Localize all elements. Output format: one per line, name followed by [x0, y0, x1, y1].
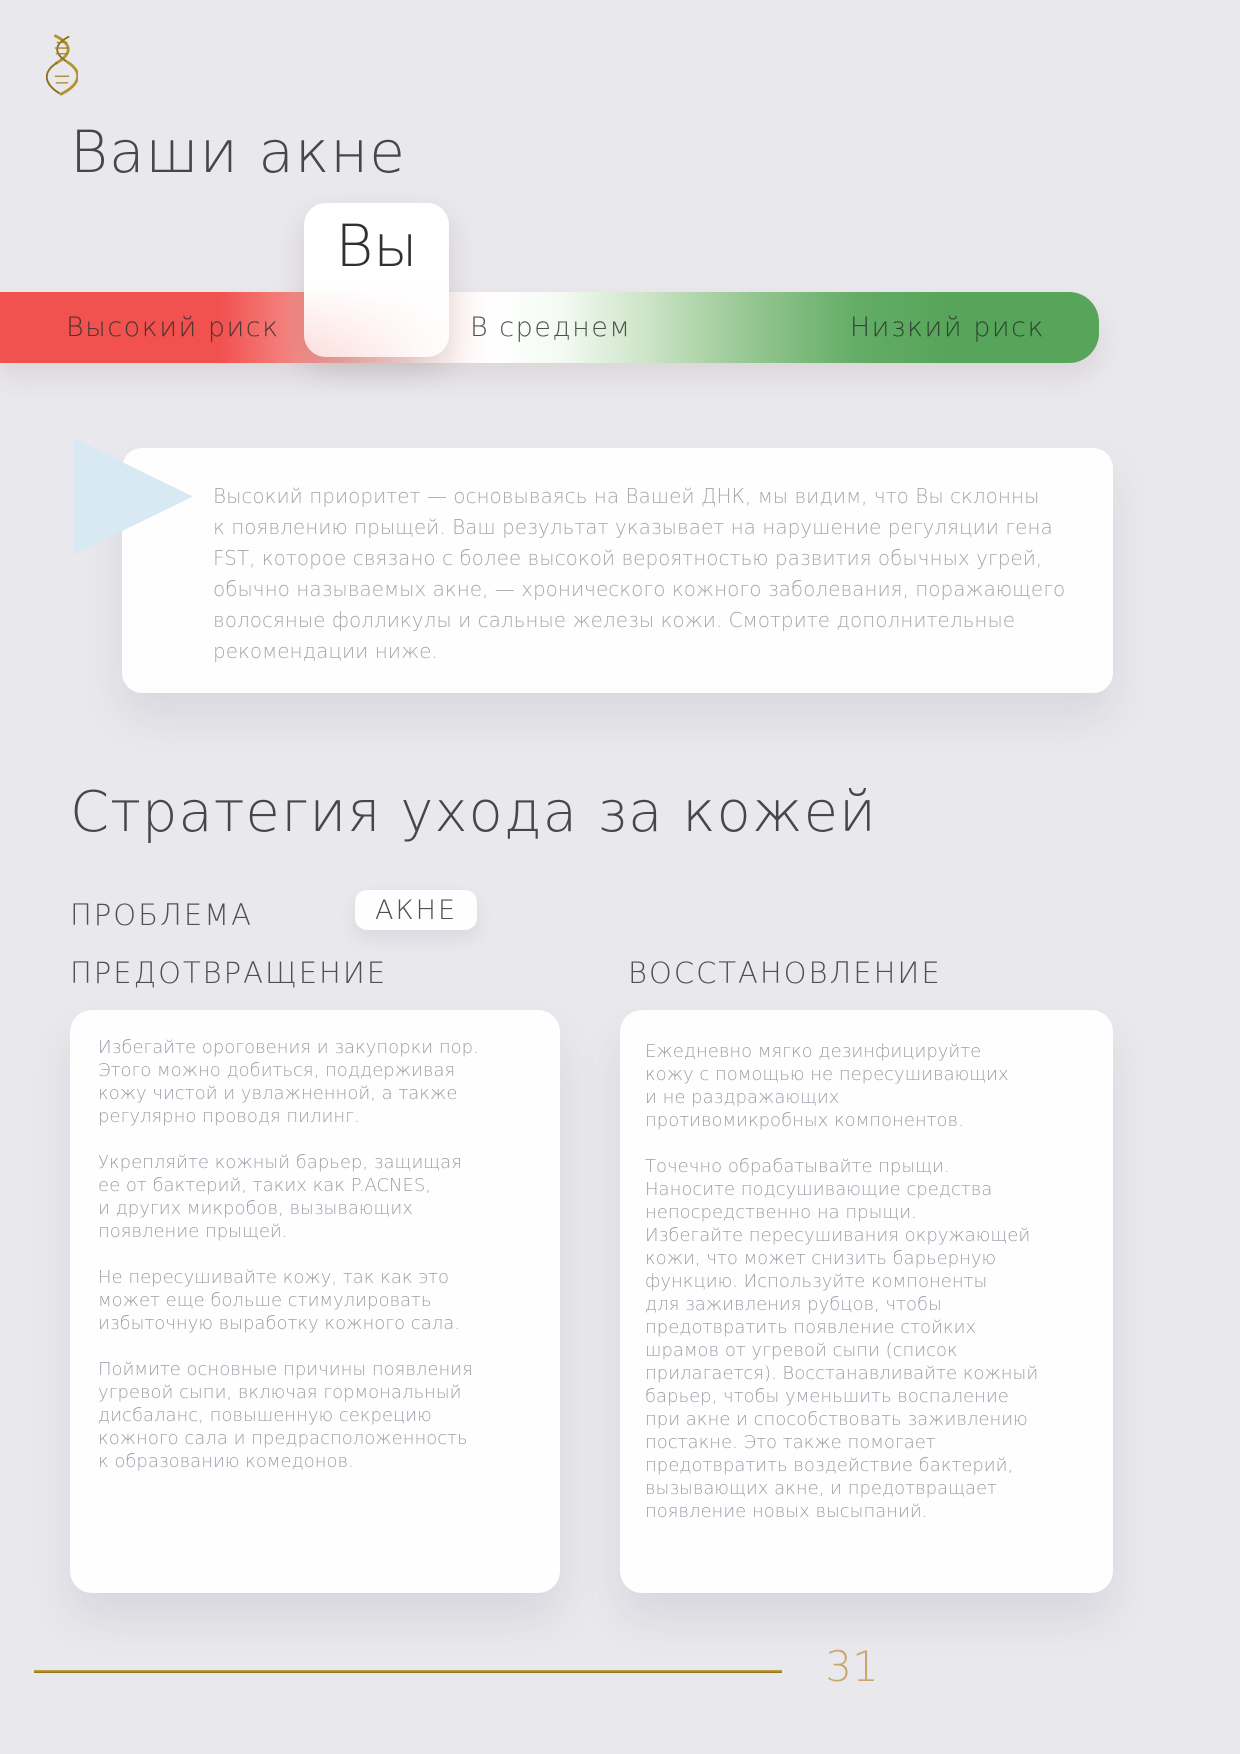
risk-label-high: Высокий риск [66, 312, 280, 343]
restoration-paragraph: Точечно обрабатывайте прыщи. Наносите по… [645, 1156, 1039, 1522]
prevention-paragraph: Укрепляйте кожный барьер, защищая ее от … [98, 1152, 462, 1242]
prevention-card: Избегайте ороговения и закупорки пор. Эт… [70, 1010, 560, 1593]
summary-text: Высокий приоритет — основываясь на Вашей… [213, 484, 1066, 663]
risk-gradient-bar: Высокий риск В среднем Низкий риск [0, 292, 1099, 363]
you-marker-label: Вы [335, 212, 418, 280]
dna-helix-icon [46, 34, 78, 96]
risk-label-average: В среднем [470, 312, 632, 343]
restoration-card: Ежедневно мягко дезинфицируйте кожу с по… [620, 1010, 1113, 1593]
page-number: 31 [825, 1642, 879, 1691]
column-header-prevention: ПРЕДОТВРАЩЕНИЕ [70, 956, 388, 990]
summary-card: Высокий приоритет — основываясь на Вашей… [122, 448, 1113, 693]
problem-label: ПРОБЛЕМА [70, 898, 254, 932]
section-title: Стратегия ухода за кожей [70, 780, 877, 845]
page-title: Ваши акне [70, 118, 406, 186]
you-position-marker: Вы [304, 203, 449, 357]
problem-value: АКНЕ [374, 894, 458, 926]
restoration-paragraph: Ежедневно мягко дезинфицируйте кожу с по… [645, 1041, 1009, 1131]
risk-label-low: Низкий риск [849, 312, 1045, 343]
prevention-paragraph: Не пересушивайте кожу, так как это может… [98, 1267, 460, 1334]
prevention-paragraph: Поймите основные причины появления угрев… [98, 1359, 473, 1472]
footer-rule [34, 1670, 782, 1673]
prevention-paragraph: Избегайте ороговения и закупорки пор. Эт… [98, 1037, 479, 1127]
problem-value-badge: АКНЕ [355, 890, 477, 930]
column-header-restoration: ВОССТАНОВЛЕНИЕ [628, 956, 942, 990]
